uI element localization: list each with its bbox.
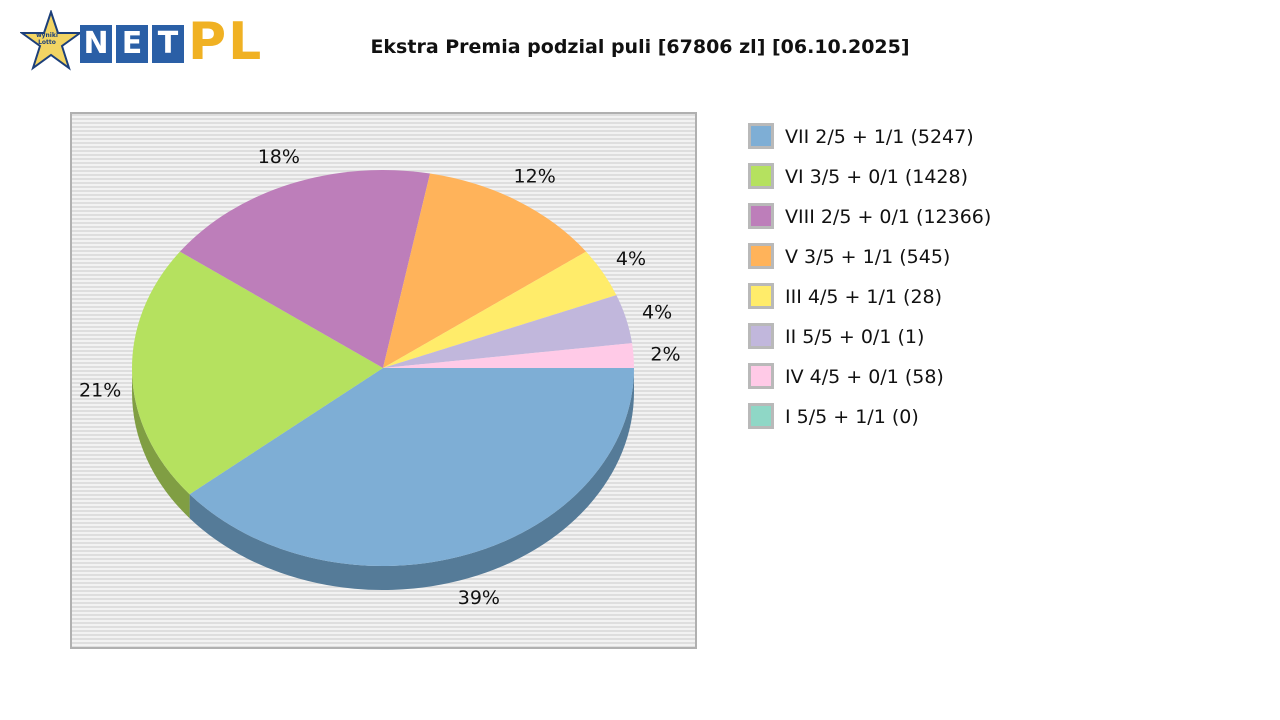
- pie-slice: [383, 295, 633, 368]
- pie-slice: [383, 173, 587, 368]
- legend-label: VII 2/5 + 1/1 (5247): [785, 126, 974, 148]
- legend-swatch: [748, 123, 774, 149]
- legend-label: III 4/5 + 1/1 (28): [785, 286, 943, 308]
- pie-slice: [132, 251, 383, 495]
- legend-swatch: [748, 363, 774, 389]
- legend: VII 2/5 + 1/1 (5247) VI 3/5 + 0/1 (1428) V…: [748, 122, 991, 442]
- legend-swatch: [748, 283, 774, 309]
- pie-percent-label: 39%: [458, 587, 500, 609]
- pie-percent-label: 12%: [514, 165, 556, 187]
- pie-slice: [179, 169, 431, 368]
- pie-percent-label: 21%: [79, 380, 121, 402]
- logo-letter-e: E: [116, 25, 148, 63]
- pie-percent-label: 4%: [616, 248, 646, 270]
- legend-label: IV 4/5 + 0/1 (58): [785, 366, 944, 388]
- logo-star-text: wyniki Lotto: [36, 32, 58, 46]
- legend-swatch: [748, 243, 774, 269]
- legend-label: I 5/5 + 1/1 (0): [785, 406, 919, 428]
- pie-slice-side: [189, 368, 634, 590]
- site-logo[interactable]: wyniki Lotto N E T PL: [20, 10, 265, 72]
- legend-item: II 5/5 + 0/1 (1): [748, 322, 991, 362]
- legend-item: VI 3/5 + 0/1 (1428): [748, 162, 991, 202]
- chart-title: Ekstra Premia podzial puli [67806 zl] [0…: [370, 36, 910, 58]
- pie-percent-label: 2%: [650, 344, 680, 366]
- legend-label: VIII 2/5 + 0/1 (12366): [785, 206, 992, 228]
- legend-label: II 5/5 + 0/1 (1): [785, 326, 925, 348]
- star-icon: [20, 10, 82, 71]
- legend-swatch: [748, 163, 774, 189]
- legend-swatch: [748, 323, 774, 349]
- pie-slice: [383, 251, 617, 368]
- pie-slice: [189, 368, 634, 566]
- pie-slice-side: [132, 368, 190, 519]
- logo-pl-text: PL: [188, 12, 264, 72]
- legend-item: V 3/5 + 1/1 (545): [748, 242, 991, 282]
- pie-slice: [383, 343, 634, 368]
- legend-item: VII 2/5 + 1/1 (5247): [748, 122, 991, 162]
- pie-percent-label: 18%: [258, 146, 300, 168]
- pie-percent-label: 4%: [642, 301, 672, 323]
- legend-label: VI 3/5 + 0/1 (1428): [785, 166, 969, 188]
- logo-letter-t: T: [152, 25, 184, 63]
- legend-item: I 5/5 + 1/1 (0): [748, 402, 991, 442]
- legend-swatch: [748, 403, 774, 429]
- legend-swatch: [748, 203, 774, 229]
- logo-letter-n: N: [80, 25, 112, 63]
- legend-item: VIII 2/5 + 0/1 (12366): [748, 202, 991, 242]
- legend-item: III 4/5 + 1/1 (28): [748, 282, 991, 322]
- legend-label: V 3/5 + 1/1 (545): [785, 246, 951, 268]
- legend-item: IV 4/5 + 0/1 (58): [748, 362, 991, 402]
